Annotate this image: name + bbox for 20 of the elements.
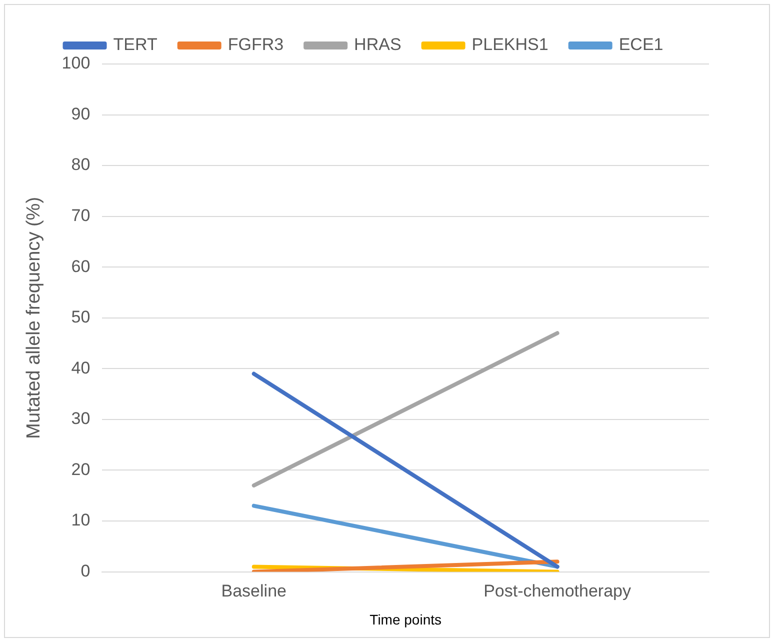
- y-tick-label: 10: [71, 510, 90, 530]
- y-tick-label: 60: [71, 256, 90, 276]
- y-tick-label: 40: [71, 358, 90, 378]
- legend-label: HRAS: [354, 35, 402, 54]
- y-tick-label: 0: [80, 561, 90, 580]
- y-tick-label: 50: [71, 308, 90, 327]
- legend-label: TERT: [113, 35, 158, 54]
- y-tick-label: 30: [71, 409, 90, 428]
- y-axis-title: Mutated allele frequency (%): [24, 196, 45, 439]
- y-tick-label: 100: [62, 54, 90, 73]
- x-tick-label: Baseline: [221, 582, 286, 601]
- legend-label: PLEKHS1: [472, 35, 548, 54]
- x-axis-title: Time points: [370, 611, 442, 628]
- legend-label: FGFR3: [228, 35, 284, 54]
- legend-label: ECE1: [618, 35, 664, 54]
- y-tick-label: 70: [71, 206, 90, 226]
- y-tick-label: 90: [71, 104, 90, 124]
- y-tick-label: 20: [71, 460, 90, 479]
- x-tick-label: Post-chemotherapy: [484, 582, 632, 601]
- y-tick-label: 80: [71, 155, 90, 174]
